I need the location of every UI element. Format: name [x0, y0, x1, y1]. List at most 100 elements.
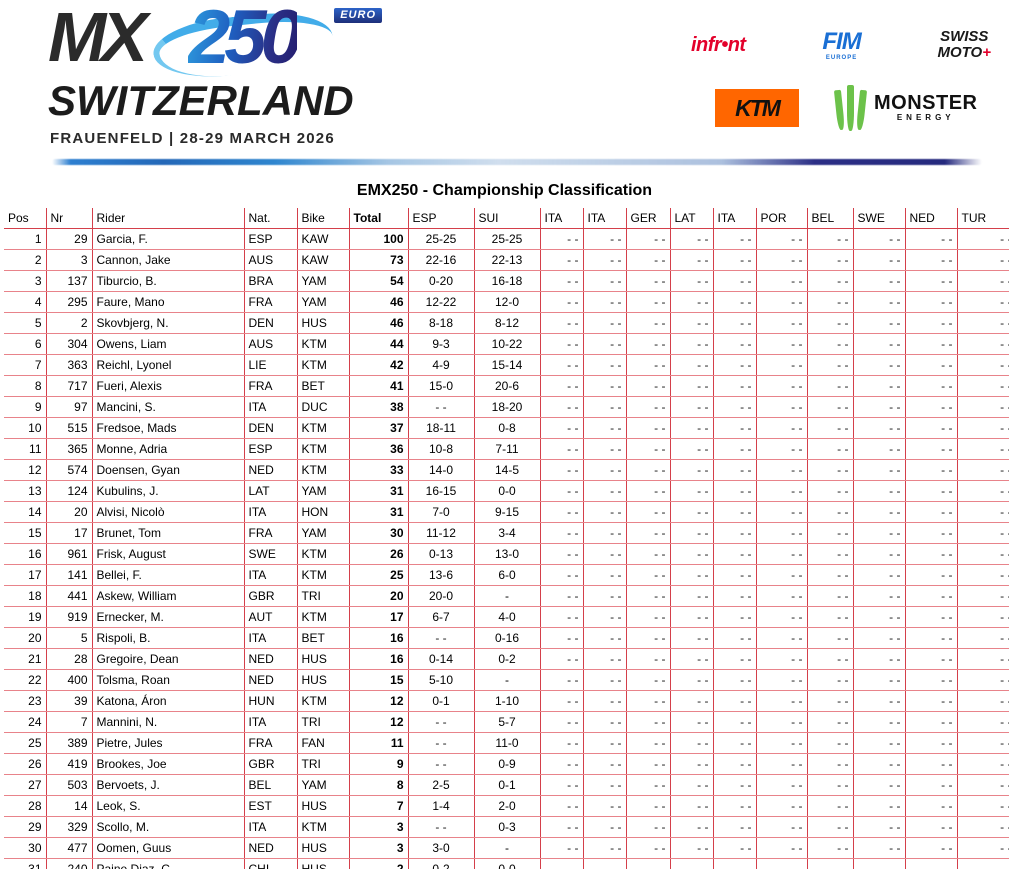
cell-nr: 389 — [46, 732, 93, 754]
table-row[interactable]: 14 20 Alvisi, Nicolò ITA HON 31 7-0 9-15- -- --… — [4, 501, 1009, 523]
cell-nr: 3 — [46, 249, 93, 271]
cell-por: - - — [756, 270, 808, 292]
col-header-bel[interactable]: BEL — [807, 208, 854, 229]
col-header-pos[interactable]: Pos — [4, 208, 47, 229]
col-header-nr[interactable]: Nr — [46, 208, 93, 229]
cell-swe: - - — [853, 333, 906, 355]
table-row[interactable]: 18 441 Askew, William GBR TRI 20 20-0- - -- -- … — [4, 585, 1009, 607]
cell-nat: ESP — [244, 228, 298, 250]
table-row[interactable]: 29 329 Scollo, M. ITA KTM 3- -0-3- -- -- -- -… — [4, 816, 1009, 838]
cell-esp: - - — [408, 816, 475, 838]
cell-ita-1: - - — [540, 648, 584, 670]
table-row[interactable]: 26 419 Brookes, Joe GBR TRI 9- -0-9- -- -- --… — [4, 753, 1009, 775]
table-row[interactable]: 31 240 Paine Diaz, C. CHI HUS 2 0-2 0-0- -- -- … — [4, 858, 1009, 869]
cell-bike: TRI — [297, 711, 350, 733]
table-row[interactable]: 23 39 Katona, Áron HUN KTM 12 0-1 1-10- -- -- -… — [4, 690, 1009, 712]
table-row[interactable]: 12 574 Doensen, Gyan NED KTM 33 14-0 14-5- -- -… — [4, 459, 1009, 481]
cell-pos: 19 — [4, 606, 47, 628]
cell-total: 46 — [349, 312, 409, 334]
table-row[interactable]: 27 503 Bervoets, J. BEL YAM 8 2-5 0-1- -- -- --… — [4, 774, 1009, 796]
cell-ita-1: - - — [540, 522, 584, 544]
table-row[interactable]: 8 717 Fueri, Alexis FRA BET 41 15-0 20-6- -- --… — [4, 375, 1009, 397]
table-row[interactable]: 11 365 Monne, Adria ESP KTM 36 10-8 7-11- -- --… — [4, 438, 1009, 460]
table-row[interactable]: 7 363 Reichl, Lyonel LIE KTM 42 4-9 15-14- -- -… — [4, 354, 1009, 376]
table-row[interactable]: 30 477 Oomen, Guus NED HUS 3 3-0- - -- -- -- --… — [4, 837, 1009, 859]
col-header-ger[interactable]: GER — [626, 208, 671, 229]
cell-pos: 24 — [4, 711, 47, 733]
col-header-swe[interactable]: SWE — [853, 208, 906, 229]
cell-rider: Brookes, Joe — [92, 753, 245, 775]
cell-bike: KTM — [297, 816, 350, 838]
col-header-por[interactable]: POR — [756, 208, 808, 229]
cell-ita-3: - - — [713, 753, 757, 775]
cell-pos: 12 — [4, 459, 47, 481]
table-row[interactable]: 20 5 Rispoli, B. ITA BET 16- -0-16- -- -- -- … — [4, 627, 1009, 649]
cell-sui: - — [474, 837, 541, 859]
cell-swe: - - — [853, 627, 906, 649]
cell-ita-3: - - — [713, 795, 757, 817]
cell-nat: NED — [244, 648, 298, 670]
col-header-tur[interactable]: TUR — [957, 208, 1009, 229]
cell-esp: - - — [408, 396, 475, 418]
cell-ger: - - — [626, 711, 671, 733]
col-header-sui[interactable]: SUI — [474, 208, 541, 229]
col-header-lat[interactable]: LAT — [670, 208, 714, 229]
cell-total: 36 — [349, 438, 409, 460]
cell-swe: - - — [853, 648, 906, 670]
table-row[interactable]: 1 29 Garcia, F. ESP KAW 100 25-25 25-25- -- -- … — [4, 228, 1009, 250]
col-header-nat[interactable]: Nat. — [244, 208, 298, 229]
table-row[interactable]: 22 400 Tolsma, Roan NED HUS 15 5-10- - -- -- --… — [4, 669, 1009, 691]
col-header-esp[interactable]: ESP — [408, 208, 475, 229]
table-row[interactable]: 6 304 Owens, Liam AUS KTM 44 9-3 10-22- -- -- -… — [4, 333, 1009, 355]
cell-swe: - - — [853, 417, 906, 439]
col-header-ned[interactable]: NED — [905, 208, 958, 229]
cell-bike: YAM — [297, 291, 350, 313]
cell-ger: - - — [626, 291, 671, 313]
table-row[interactable]: 10 515 Fredsoe, Mads DEN KTM 37 18-11 0-8- -- -… — [4, 417, 1009, 439]
cell-ger: - - — [626, 564, 671, 586]
cell-ned: - - — [905, 396, 958, 418]
col-header-ita-1[interactable]: ITA — [540, 208, 584, 229]
table-row[interactable]: 24 7 Mannini, N. ITA TRI 12- -5-7- -- -- -- -… — [4, 711, 1009, 733]
table-row[interactable]: 5 2 Skovbjerg, N. DEN HUS 46 8-18 8-12- -- -- -… — [4, 312, 1009, 334]
cell-nat: ITA — [244, 501, 298, 523]
table-row[interactable]: 9 97 Mancini, S. ITA DUC 38- -18-20- -- -- --… — [4, 396, 1009, 418]
cell-sui: 3-4 — [474, 522, 541, 544]
cell-bel: - - — [807, 543, 854, 565]
col-header-rider[interactable]: Rider — [92, 208, 245, 229]
cell-lat: - - — [670, 795, 714, 817]
table-row[interactable]: 3 137 Tiburcio, B. BRA YAM 54 0-20 16-18- -- --… — [4, 270, 1009, 292]
cell-ned: - - — [905, 354, 958, 376]
cell-nat: NED — [244, 837, 298, 859]
cell-bel: - - — [807, 396, 854, 418]
col-header-total[interactable]: Total — [349, 208, 409, 229]
table-row[interactable]: 25 389 Pietre, Jules FRA FAN 11- -11-0- -- --… — [4, 732, 1009, 754]
cell-rider: Alvisi, Nicolò — [92, 501, 245, 523]
cell-bike: YAM — [297, 480, 350, 502]
cell-total: 11 — [349, 732, 409, 754]
col-header-bike[interactable]: Bike — [297, 208, 350, 229]
table-row[interactable]: 19 919 Ernecker, M. AUT KTM 17 6-7 4-0- -- -- -… — [4, 606, 1009, 628]
cell-nr: 240 — [46, 858, 93, 869]
table-row[interactable]: 17 141 Bellei, F. ITA KTM 25 13-6 6-0- -- -- --… — [4, 564, 1009, 586]
cell-sui: 10-22 — [474, 333, 541, 355]
table-row[interactable]: 2 3 Cannon, Jake AUS KAW 73 22-16 22-13- -- -- … — [4, 249, 1009, 271]
table-row[interactable]: 28 14 Leok, S. EST HUS 7 1-4 2-0- -- -- -- -- -… — [4, 795, 1009, 817]
table-row[interactable]: 21 28 Gregoire, Dean NED HUS 16 0-14 0-2- -- --… — [4, 648, 1009, 670]
cell-lat: - - — [670, 690, 714, 712]
cell-bel: - - — [807, 774, 854, 796]
cell-nr: 17 — [46, 522, 93, 544]
cell-por: - - — [756, 585, 808, 607]
table-row[interactable]: 4 295 Faure, Mano FRA YAM 46 12-22 12-0- -- -- … — [4, 291, 1009, 313]
col-header-ita-2[interactable]: ITA — [583, 208, 627, 229]
cell-sui: 0-3 — [474, 816, 541, 838]
table-row[interactable]: 13 124 Kubulins, J. LAT YAM 31 16-15 0-0- -- --… — [4, 480, 1009, 502]
cell-esp: - - — [408, 753, 475, 775]
table-row[interactable]: 16 961 Frisk, August SWE KTM 26 0-13 13-0- -- -… — [4, 543, 1009, 565]
cell-ned: - - — [905, 375, 958, 397]
cell-ita-2: - - — [583, 564, 627, 586]
col-header-ita-3[interactable]: ITA — [713, 208, 757, 229]
table-row[interactable]: 15 17 Brunet, Tom FRA YAM 30 11-12 3-4- -- -- -… — [4, 522, 1009, 544]
cell-sui: - — [474, 585, 541, 607]
cell-lat: - - — [670, 459, 714, 481]
